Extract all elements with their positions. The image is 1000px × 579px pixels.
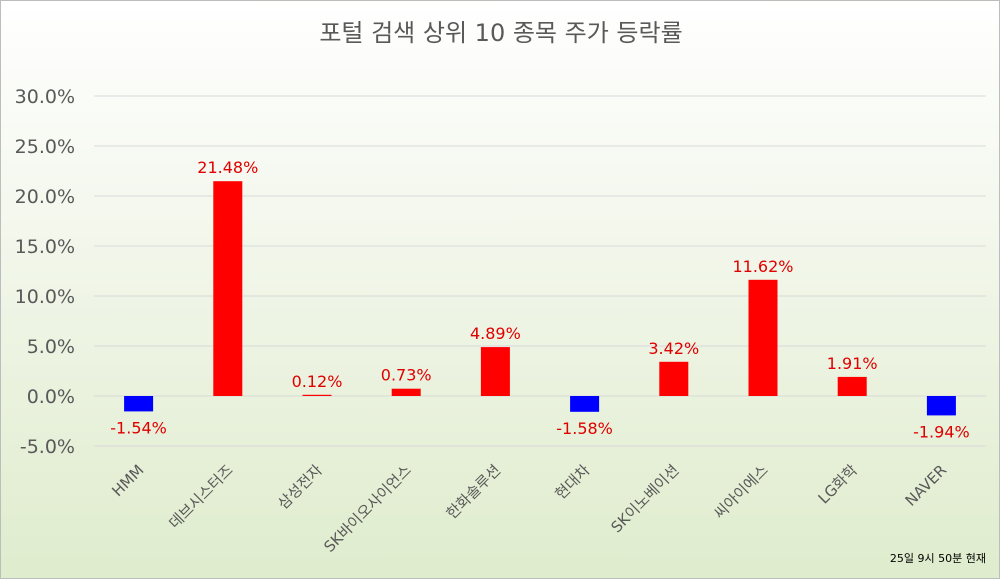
bar <box>480 347 510 396</box>
x-tick-label: SK바이오사이언스 <box>320 461 415 556</box>
x-tick-label: 삼성전자 <box>274 461 326 513</box>
x-tick-label: 한화솔루션 <box>443 461 505 523</box>
x-tick-label: NAVER <box>902 461 951 510</box>
bars <box>124 181 956 416</box>
data-label: 21.48% <box>197 158 258 177</box>
x-tick-label: LG화학 <box>815 461 862 508</box>
bar <box>926 396 956 416</box>
data-label: 11.62% <box>732 257 793 276</box>
y-tick-label: 10.0% <box>15 286 75 308</box>
data-label: -1.58% <box>556 419 613 438</box>
bar <box>391 388 421 396</box>
data-labels: -1.54% 21.48% 0.12% 0.73% 4.89% -1.58% 3.42% 11… <box>110 158 969 441</box>
data-label: 3.42% <box>648 339 699 358</box>
y-tick-label: 0.0% <box>27 386 75 408</box>
x-tick-label: HMM <box>108 461 147 500</box>
x-tick-label: 데브시스터즈 <box>165 461 236 532</box>
bar <box>213 181 243 396</box>
bar <box>837 376 867 396</box>
y-axis-ticks: -5.0% 0.0% 5.0% 10.0% 15.0% 20.0% 25.0% 30.0% <box>15 86 75 458</box>
bar <box>570 396 600 412</box>
data-label: 1.91% <box>827 354 878 373</box>
y-tick-label: 20.0% <box>15 186 75 208</box>
y-tick-label: 5.0% <box>27 336 75 358</box>
y-tick-label: 30.0% <box>15 86 75 108</box>
x-tick-label: 현대차 <box>551 461 593 503</box>
data-label: 4.89% <box>470 324 521 343</box>
y-tick-label: 15.0% <box>15 236 75 258</box>
data-label: 0.73% <box>381 366 432 385</box>
gridlines <box>94 95 986 447</box>
data-label: -1.54% <box>110 418 167 437</box>
bar <box>659 361 689 396</box>
y-tick-label: 25.0% <box>15 136 75 158</box>
data-label: -1.94% <box>913 422 970 441</box>
chart-title: 포털 검색 상위 10 종목 주가 등락률 <box>319 19 682 47</box>
y-tick-label: -5.0% <box>20 436 75 458</box>
x-tick-label: 씨아이에스 <box>710 461 772 523</box>
timestamp-note: 25일 9시 50분 현재 <box>890 551 986 565</box>
x-tick-label: SK이노베이션 <box>607 461 682 536</box>
data-label: 0.12% <box>292 372 343 391</box>
bar <box>748 279 778 396</box>
bar <box>302 394 332 396</box>
bar <box>124 396 154 412</box>
